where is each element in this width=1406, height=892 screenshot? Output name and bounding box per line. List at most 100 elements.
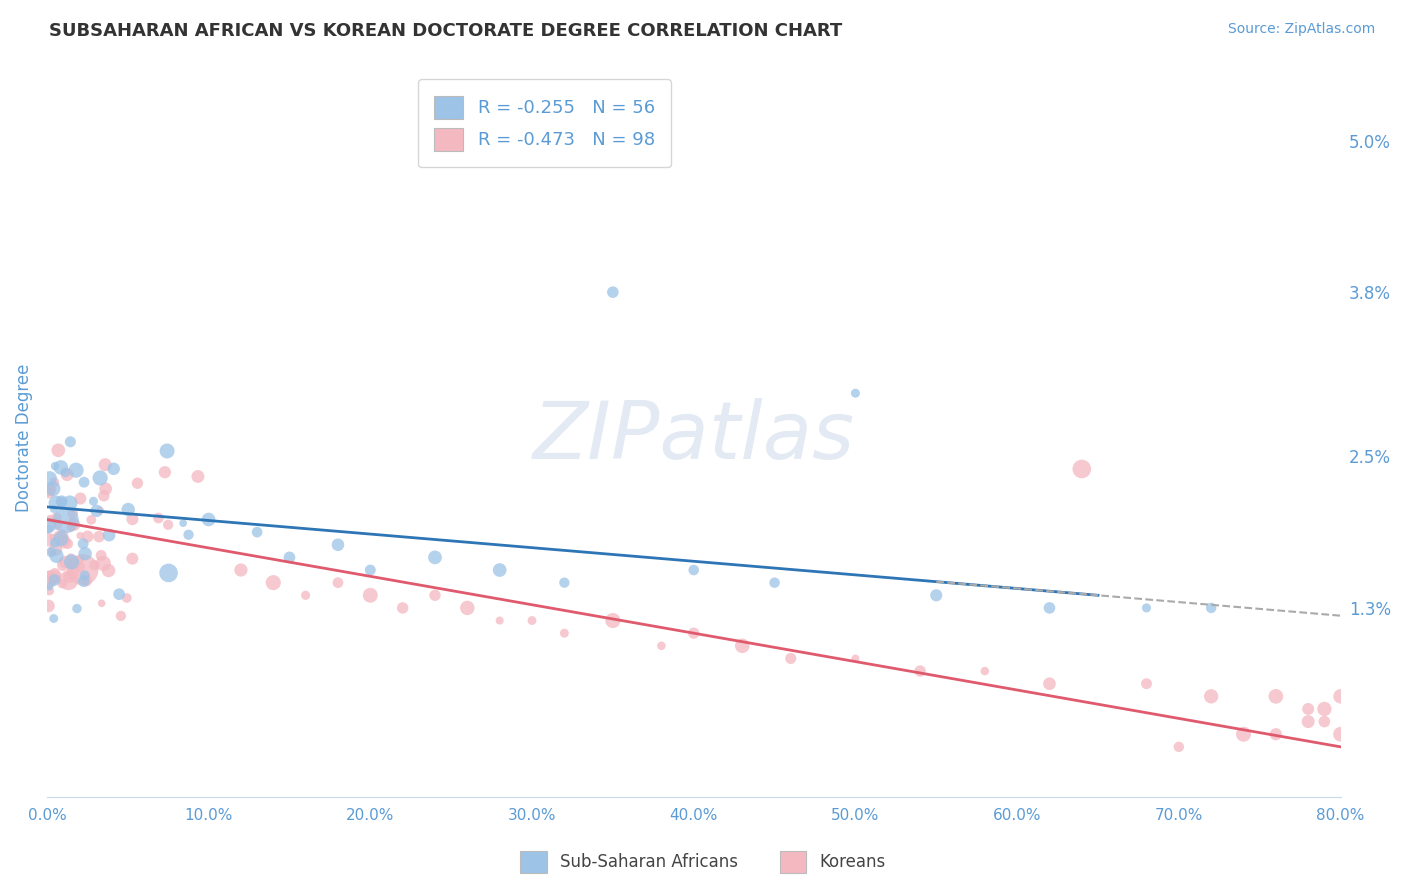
Point	[39, 545, 62, 559]
Text: Source: ZipAtlas.com: Source: ZipAtlas.com	[1227, 22, 1375, 37]
Point	[553, 575, 575, 590]
Point	[44, 570, 66, 584]
Point	[108, 587, 131, 601]
Point	[73, 568, 96, 582]
Point	[1199, 690, 1222, 704]
Point	[38, 580, 60, 594]
Point	[86, 504, 108, 518]
Point	[51, 495, 73, 509]
Point	[62, 506, 84, 520]
Y-axis label: Doctorate Degree: Doctorate Degree	[15, 363, 32, 512]
Point	[60, 555, 83, 569]
Point	[98, 528, 121, 542]
Point	[62, 566, 84, 580]
Point	[294, 588, 316, 602]
Point	[246, 525, 269, 540]
Point	[37, 485, 59, 500]
Point	[75, 547, 97, 561]
Point	[602, 614, 624, 628]
Point	[42, 611, 65, 625]
Point	[45, 510, 67, 524]
Point	[37, 484, 59, 499]
Point	[42, 530, 65, 544]
Point	[157, 566, 180, 580]
Point	[76, 529, 98, 543]
Point	[1296, 714, 1319, 729]
Legend: Sub-Saharan Africans, Koreans: Sub-Saharan Africans, Koreans	[513, 845, 893, 880]
Point	[58, 570, 80, 584]
Point	[1038, 601, 1060, 615]
Point	[65, 463, 87, 477]
Point	[172, 516, 194, 530]
Point	[44, 573, 66, 587]
Point	[51, 494, 73, 508]
Point	[682, 563, 704, 577]
Point	[87, 530, 110, 544]
Point	[177, 527, 200, 541]
Point	[148, 511, 170, 525]
Point	[83, 558, 105, 573]
Point	[45, 542, 67, 557]
Point	[115, 591, 138, 605]
Point	[94, 482, 117, 496]
Legend: R = -0.255   N = 56, R = -0.473   N = 98: R = -0.255 N = 56, R = -0.473 N = 98	[418, 79, 671, 167]
Point	[423, 588, 446, 602]
Point	[391, 601, 413, 615]
Point	[682, 626, 704, 640]
Point	[44, 572, 66, 586]
Point	[45, 496, 67, 510]
Point	[42, 482, 65, 496]
Point	[37, 570, 59, 584]
Point	[973, 664, 995, 678]
Point	[153, 465, 176, 479]
Point	[97, 564, 120, 578]
Point	[187, 469, 209, 483]
Point	[925, 588, 948, 602]
Point	[1313, 714, 1336, 729]
Point	[1232, 727, 1254, 741]
Point	[39, 483, 62, 497]
Point	[326, 538, 349, 552]
Point	[59, 521, 82, 535]
Point	[197, 512, 219, 526]
Point	[49, 460, 72, 475]
Point	[89, 503, 111, 517]
Point	[37, 518, 59, 533]
Point	[1038, 676, 1060, 690]
Point	[39, 512, 62, 526]
Point	[89, 471, 111, 485]
Point	[80, 513, 103, 527]
Point	[49, 532, 72, 546]
Point	[90, 596, 112, 610]
Text: SUBSAHARAN AFRICAN VS KOREAN DOCTORATE DEGREE CORRELATION CHART: SUBSAHARAN AFRICAN VS KOREAN DOCTORATE D…	[49, 22, 842, 40]
Point	[44, 475, 66, 490]
Point	[69, 552, 91, 566]
Point	[1313, 702, 1336, 716]
Point	[82, 494, 104, 508]
Point	[602, 285, 624, 300]
Point	[60, 514, 83, 528]
Point	[157, 517, 180, 532]
Point	[1329, 690, 1351, 704]
Point	[1329, 727, 1351, 741]
Point	[37, 599, 59, 613]
Point	[779, 651, 801, 665]
Point	[66, 601, 89, 615]
Point	[69, 491, 91, 506]
Point	[45, 517, 67, 532]
Point	[423, 550, 446, 565]
Point	[69, 528, 91, 542]
Point	[1264, 690, 1286, 704]
Point	[90, 549, 112, 563]
Point	[844, 651, 866, 665]
Point	[117, 502, 139, 516]
Point	[1167, 739, 1189, 754]
Point	[121, 551, 143, 566]
Point	[553, 626, 575, 640]
Point	[53, 466, 76, 480]
Point	[908, 664, 931, 678]
Point	[59, 434, 82, 449]
Point	[326, 575, 349, 590]
Point	[278, 550, 301, 565]
Point	[38, 583, 60, 598]
